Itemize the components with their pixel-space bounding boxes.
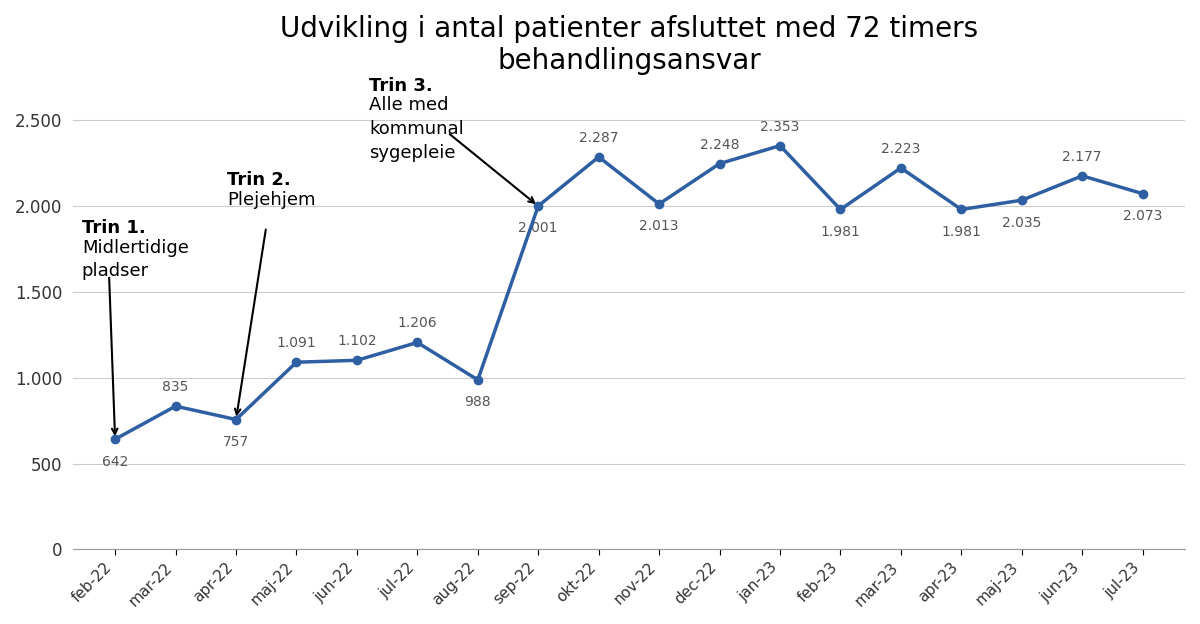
- Text: Midlertidige
pladser: Midlertidige pladser: [82, 239, 188, 280]
- Text: 2.073: 2.073: [1123, 209, 1163, 223]
- Text: 2.035: 2.035: [1002, 216, 1042, 230]
- Text: 2.177: 2.177: [1062, 150, 1102, 164]
- Text: 642: 642: [102, 455, 128, 469]
- Text: 988: 988: [464, 396, 491, 409]
- Text: 1.981: 1.981: [821, 225, 860, 239]
- Text: Trin 2.: Trin 2.: [227, 171, 290, 189]
- Text: 1.981: 1.981: [942, 225, 982, 239]
- Text: 1.206: 1.206: [397, 316, 437, 331]
- Title: Udvikling i antal patienter afsluttet med 72 timers
behandlingsansvar: Udvikling i antal patienter afsluttet me…: [280, 15, 978, 76]
- Text: 1.091: 1.091: [276, 336, 317, 350]
- Text: 2.287: 2.287: [578, 131, 618, 145]
- Text: 757: 757: [223, 435, 250, 449]
- Text: Trin 3.: Trin 3.: [368, 77, 433, 95]
- Text: 2.001: 2.001: [518, 222, 558, 235]
- Text: 2.248: 2.248: [700, 138, 739, 152]
- Text: Plejehjem: Plejehjem: [227, 191, 316, 209]
- Text: 2.353: 2.353: [761, 120, 799, 134]
- Text: 2.223: 2.223: [881, 142, 920, 156]
- Text: 1.102: 1.102: [337, 334, 377, 348]
- Text: Trin 1.: Trin 1.: [82, 219, 145, 237]
- Text: Alle med
kommunal
sygepleie: Alle med kommunal sygepleie: [368, 96, 463, 162]
- Text: 2.013: 2.013: [640, 220, 679, 233]
- Text: 835: 835: [162, 380, 188, 394]
